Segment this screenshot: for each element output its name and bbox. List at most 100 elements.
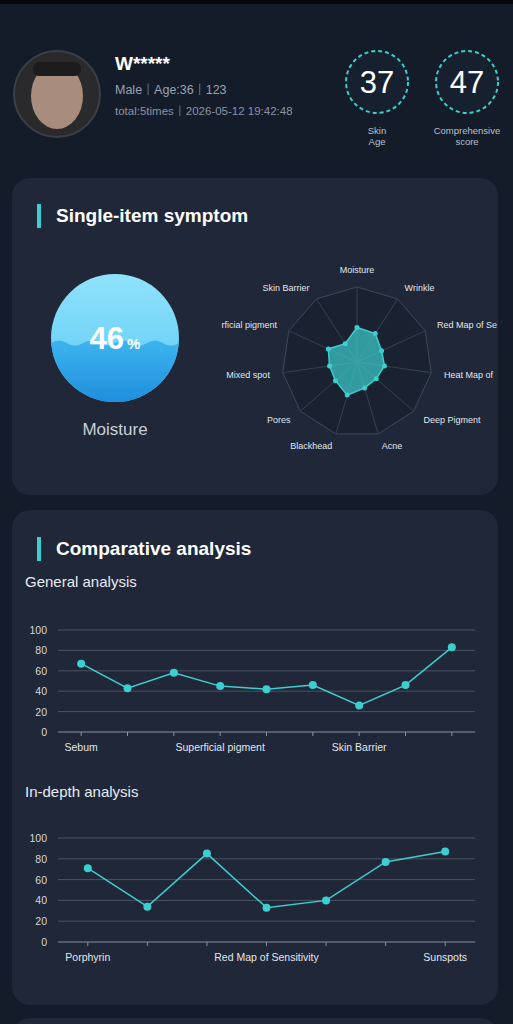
x-tick bbox=[451, 732, 452, 736]
grid-line bbox=[58, 711, 475, 712]
grid-line bbox=[58, 650, 475, 651]
y-tick-label: 20 bbox=[35, 915, 47, 927]
line-point bbox=[309, 681, 317, 689]
x-tick-label: Skin Barrier bbox=[332, 741, 387, 753]
line-chart: In-depth analysis 0 20 40 60 80 100 Porphyrin Re… bbox=[25, 783, 475, 963]
radar-label: Acne bbox=[382, 441, 403, 451]
header-id: 123 bbox=[206, 83, 227, 97]
avatar bbox=[14, 51, 100, 137]
line-point bbox=[402, 681, 410, 689]
line-point bbox=[448, 643, 456, 651]
radar-area bbox=[328, 328, 384, 396]
line-point bbox=[263, 685, 271, 693]
grid-line bbox=[58, 921, 475, 922]
x-tick bbox=[147, 942, 148, 946]
score-ring bbox=[436, 51, 498, 113]
x-tick bbox=[81, 732, 82, 736]
line-point bbox=[382, 858, 390, 866]
x-tick-label: Red Map of Sensitivity bbox=[214, 951, 319, 963]
y-tick-label: 80 bbox=[35, 644, 47, 656]
title-bar bbox=[37, 204, 41, 228]
y-tick-label: 40 bbox=[35, 685, 47, 697]
line-point bbox=[322, 896, 330, 904]
score-label-line: score bbox=[455, 136, 478, 147]
background bbox=[0, 0, 513, 1024]
radar-label: Moisture bbox=[340, 265, 375, 275]
y-tick-label: 60 bbox=[35, 665, 47, 677]
radar-label: Wrinkle bbox=[405, 283, 435, 293]
line-series bbox=[88, 852, 445, 908]
y-tick-label: 0 bbox=[41, 936, 47, 948]
score-label-line: Skin bbox=[368, 125, 386, 136]
score-label: Comprehensivescore bbox=[434, 125, 501, 147]
plot-area bbox=[84, 848, 449, 912]
radar-chart: MoistureWrinkleRed Map of SeHeat Map ofD… bbox=[221, 265, 497, 451]
radar-point bbox=[373, 331, 378, 336]
grid-line bbox=[58, 838, 475, 839]
score-ring bbox=[346, 51, 408, 113]
grid-line bbox=[58, 879, 475, 880]
x-tick bbox=[266, 942, 267, 946]
x-tick bbox=[405, 732, 406, 736]
title-bar bbox=[37, 537, 41, 561]
y-tick-label: 0 bbox=[41, 726, 47, 738]
line-point bbox=[203, 850, 211, 858]
header-gender: Male bbox=[115, 83, 142, 97]
radar-label: Pores bbox=[267, 415, 291, 425]
line-point bbox=[124, 684, 132, 692]
score-label: SkinAge bbox=[368, 125, 386, 147]
chart-title: General analysis bbox=[25, 573, 137, 590]
radar-label: Red Map of Se bbox=[437, 320, 497, 330]
x-tick bbox=[206, 942, 207, 946]
x-tick bbox=[326, 942, 327, 946]
radar-ring bbox=[283, 287, 431, 434]
radar-label: Blackhead bbox=[290, 441, 332, 451]
grid-line bbox=[58, 900, 475, 901]
radar-point bbox=[343, 341, 348, 346]
y-tick-label: 20 bbox=[35, 706, 47, 718]
y-tick-label: 60 bbox=[35, 874, 47, 886]
x-tick bbox=[266, 732, 267, 736]
plot-area bbox=[77, 643, 456, 709]
line-point bbox=[77, 660, 85, 668]
radar-point bbox=[355, 325, 360, 330]
radar-label: Heat Map of bbox=[444, 370, 494, 380]
header-total: total:5times bbox=[115, 105, 174, 117]
line-point bbox=[355, 701, 363, 709]
section-title: Comparative analysis bbox=[56, 538, 251, 559]
section-title: Single-item symptom bbox=[56, 205, 248, 226]
gauge-label: Moisture bbox=[82, 420, 147, 439]
chart-title: In-depth analysis bbox=[25, 783, 138, 800]
x-tick bbox=[359, 732, 360, 736]
gauge-text: 46% bbox=[90, 321, 141, 356]
separator bbox=[179, 106, 180, 117]
y-tick-label: 80 bbox=[35, 853, 47, 865]
header-time: 2026-05-12 19:42:48 bbox=[186, 105, 293, 117]
x-tick bbox=[385, 942, 386, 946]
x-tick bbox=[87, 942, 88, 946]
score-label-line: Comprehensive bbox=[434, 125, 501, 136]
page: W*****MaleAge:36123total:5times2026-05-1… bbox=[0, 0, 513, 1024]
x-tick-label: Porphyrin bbox=[65, 951, 110, 963]
radar-point bbox=[326, 346, 331, 351]
x-tick-label: Sunspots bbox=[423, 951, 467, 963]
gauge-unit: % bbox=[127, 335, 140, 352]
radar-point bbox=[362, 385, 367, 390]
x-tick bbox=[173, 732, 174, 736]
y-tick-label: 100 bbox=[29, 624, 47, 636]
line-point bbox=[441, 848, 449, 856]
line-point bbox=[84, 864, 92, 872]
grid-line bbox=[58, 670, 475, 671]
score-value: 47 bbox=[450, 65, 484, 100]
x-tick-label: Sebum bbox=[65, 741, 99, 753]
status-bar bbox=[0, 0, 513, 4]
radar-point bbox=[382, 363, 387, 368]
radar-point bbox=[345, 393, 350, 398]
y-tick-label: 100 bbox=[29, 832, 47, 844]
user-name: W***** bbox=[115, 53, 171, 74]
gauge-value: 46 bbox=[90, 321, 124, 356]
grid-line bbox=[58, 630, 475, 631]
line-point bbox=[216, 682, 224, 690]
radar-point bbox=[327, 363, 332, 368]
y-tick-label: 40 bbox=[35, 894, 47, 906]
